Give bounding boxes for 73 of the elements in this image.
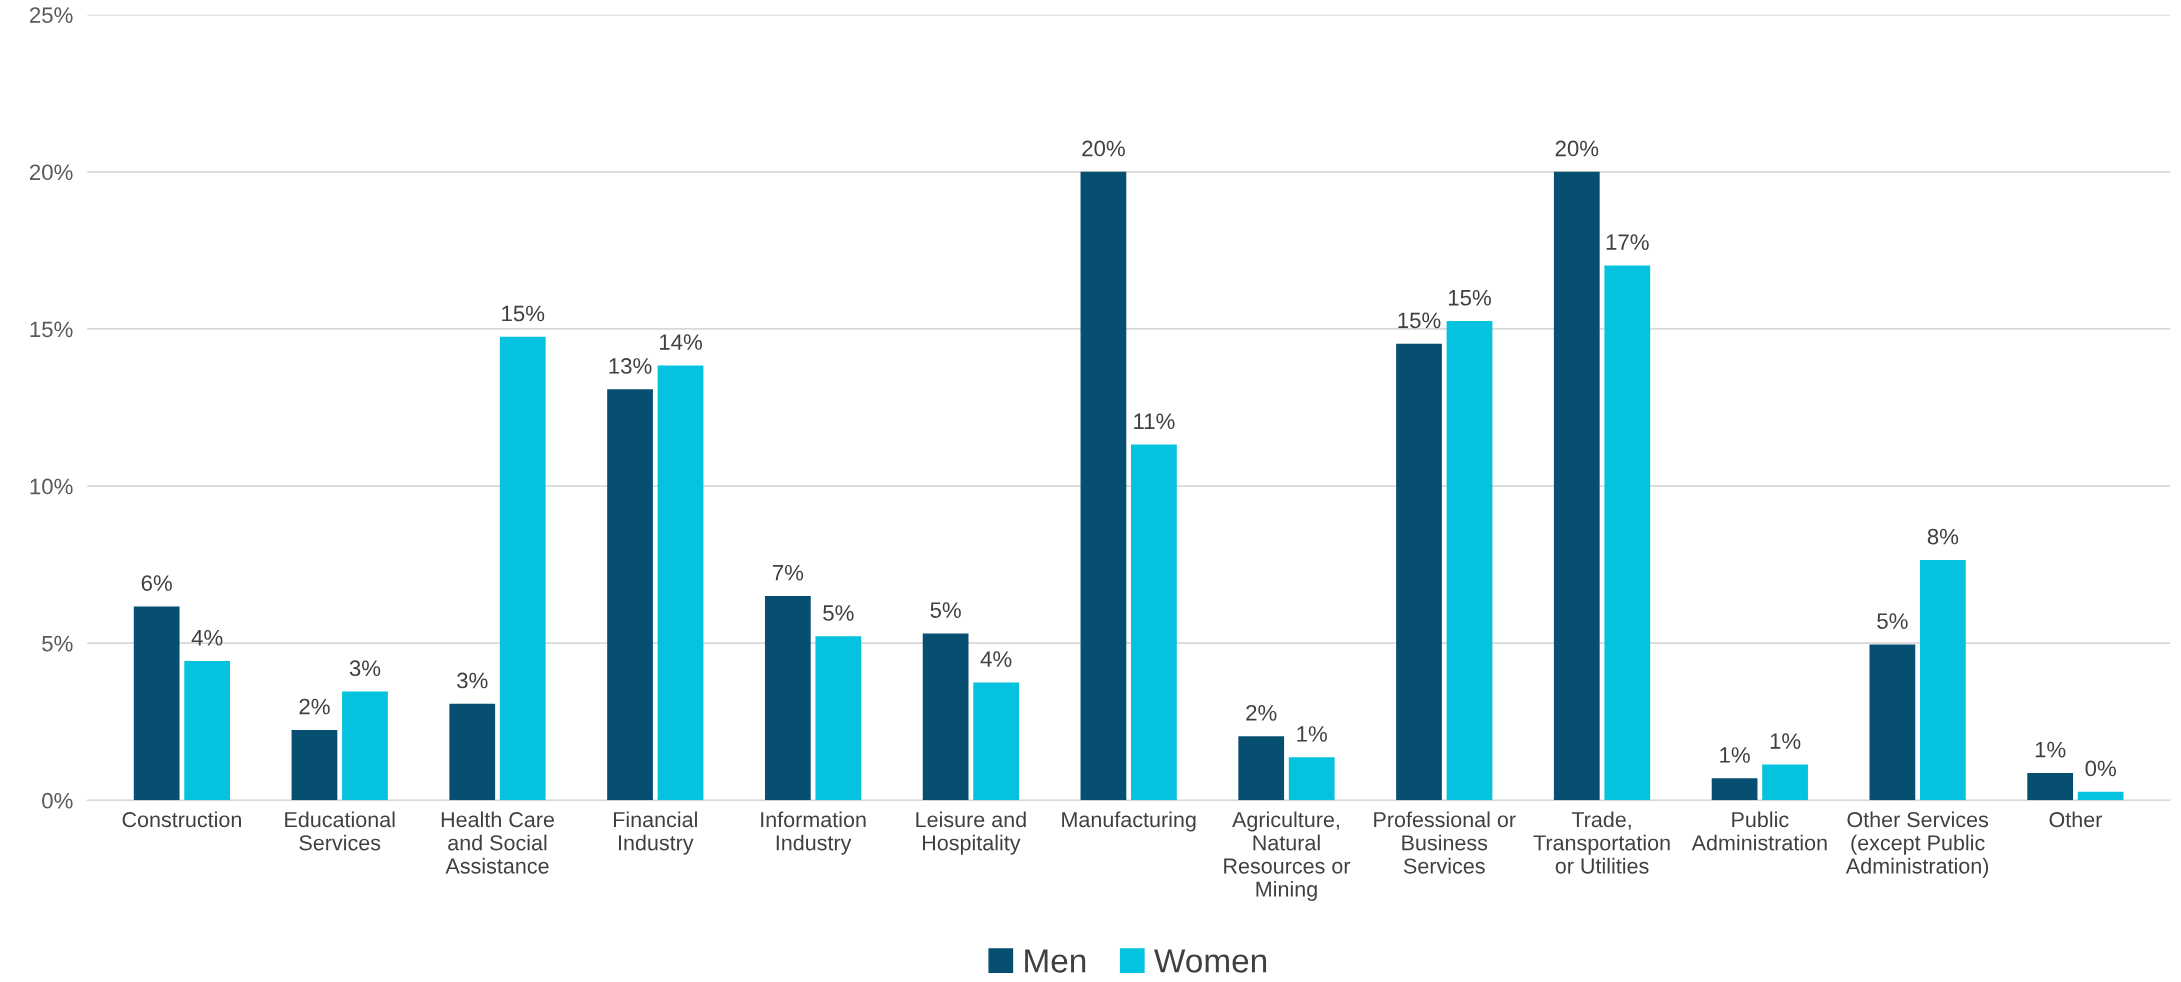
bar	[1604, 265, 1651, 801]
data-label: 3%	[349, 660, 381, 677]
x-tick-label: Financial Industry	[613, 811, 697, 855]
x-tick-label: Public Administration	[1691, 811, 1827, 851]
data-label: 17%	[1606, 234, 1649, 250]
data-label: 1%	[1770, 733, 1801, 749]
data-label: 6%	[141, 575, 172, 591]
bar	[607, 389, 653, 801]
data-label: 15%	[1448, 289, 1491, 306]
y-tick-label: 0%	[42, 792, 73, 809]
x-tick-label: Construction	[122, 811, 241, 828]
x-tick-label: Professional or Business Services	[1374, 811, 1516, 874]
bar	[973, 682, 1019, 801]
data-label: 15%	[1398, 312, 1441, 329]
data-label: 2%	[1246, 704, 1277, 721]
data-label: 4%	[980, 651, 1012, 667]
x-tick-label: Agriculture, Natural Resources or Mining	[1224, 811, 1351, 902]
x-tick-label: Health Care and Social Assistance	[441, 811, 554, 874]
data-label: 1%	[2035, 741, 2066, 758]
bar	[184, 661, 231, 801]
bar	[1238, 736, 1285, 801]
bar	[499, 336, 546, 801]
x-tick-label: Other Services (except Public Administration)	[1845, 811, 1989, 878]
data-label: 11%	[1134, 413, 1175, 430]
data-label: 5%	[823, 605, 854, 621]
bar	[922, 633, 969, 801]
bar	[342, 691, 388, 801]
data-label: 5%	[1877, 613, 1908, 629]
data-label: 5%	[930, 602, 961, 618]
legend-label: Men	[1025, 949, 1086, 973]
y-tick-label: 10%	[30, 478, 73, 495]
data-label: 3%	[457, 672, 488, 689]
x-tick-label: Leisure and Hospitality	[916, 811, 1026, 855]
bar	[1762, 764, 1808, 801]
data-label: 15%	[502, 305, 545, 322]
bar	[815, 636, 862, 801]
bar	[133, 606, 180, 801]
bar	[1080, 171, 1127, 801]
x-tick-label: Manufacturing	[1062, 811, 1196, 832]
bar	[657, 365, 704, 801]
y-tick-label: 20%	[29, 164, 73, 181]
bar	[764, 596, 811, 801]
y-tick-label: 25%	[29, 7, 73, 23]
data-label: 1%	[1720, 747, 1750, 763]
x-tick-label: Other	[2049, 811, 2102, 828]
data-label: 1%	[1297, 726, 1327, 742]
data-label: 0%	[2085, 760, 2116, 777]
bar	[2077, 791, 2124, 801]
y-tick-label: 5%	[42, 635, 73, 652]
bar	[1869, 644, 1916, 801]
data-label: 14%	[659, 334, 702, 350]
data-label: 20%	[1555, 140, 1599, 157]
bar	[1711, 778, 1758, 801]
bar	[1396, 343, 1442, 801]
data-label: 7%	[772, 564, 804, 581]
bar	[449, 703, 496, 801]
bar	[1446, 321, 1493, 801]
x-tick-label: Information Industry	[761, 811, 866, 855]
bar	[291, 729, 338, 801]
bar	[1288, 757, 1335, 801]
bar	[1919, 559, 1966, 801]
x-tick-label: Educational Services	[285, 811, 395, 851]
bar	[1553, 171, 1600, 801]
bar	[1131, 444, 1177, 801]
data-label: 4%	[191, 629, 223, 646]
data-label: 2%	[299, 698, 330, 715]
data-label: 8%	[1927, 528, 1959, 545]
y-tick-label: 15%	[30, 321, 73, 338]
x-tick-label: Trade, Transportation or Utilities	[1533, 811, 1670, 874]
legend-label: Women	[1154, 949, 1267, 973]
data-label: 13%	[609, 358, 652, 374]
bar	[2027, 772, 2074, 801]
data-label: 20%	[1082, 140, 1125, 157]
